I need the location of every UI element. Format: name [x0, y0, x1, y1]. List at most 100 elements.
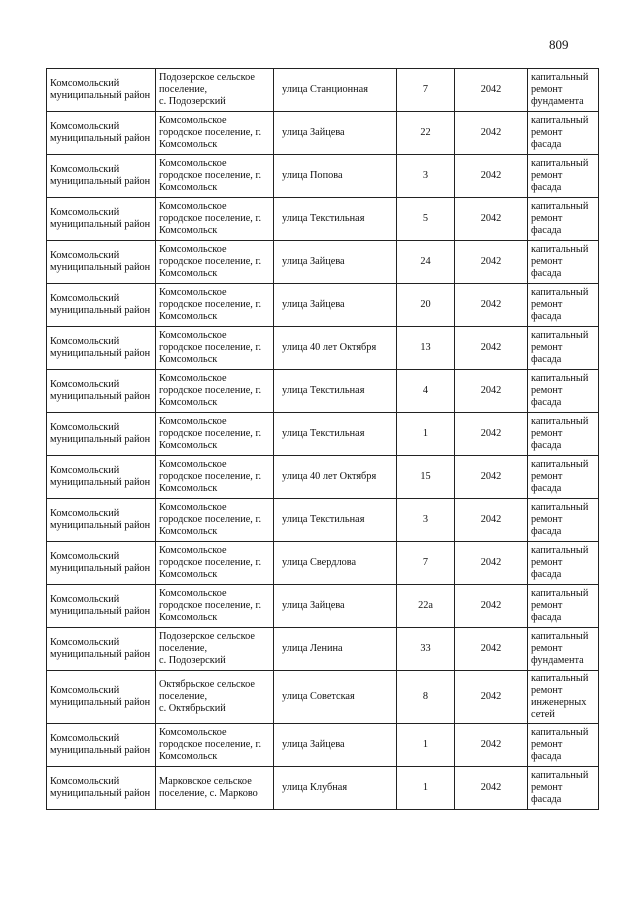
street-cell: улица Зайцева	[273, 283, 397, 327]
district-cell: Комсомольский муниципальный район	[46, 326, 156, 370]
table-row: Комсомольский муниципальный район Комсомо…	[46, 154, 599, 198]
district-cell: Комсомольский муниципальный район	[46, 369, 156, 413]
year-cell: 2042	[454, 326, 528, 370]
house-number-cell: 24	[396, 240, 455, 284]
table-row: Комсомольский муниципальный район Комсомо…	[46, 541, 599, 585]
street-cell: улица Текстильная	[273, 197, 397, 241]
work-type-cell: капитальный ремонт фасада	[527, 111, 599, 155]
house-number-cell: 3	[396, 154, 455, 198]
house-number-cell: 7	[396, 541, 455, 585]
year-cell: 2042	[454, 68, 528, 112]
street-cell: улица Станционная	[273, 68, 397, 112]
work-type-cell: капитальный ремонт фасада	[527, 766, 599, 810]
house-number-cell: 22	[396, 111, 455, 155]
street-cell: улица Зайцева	[273, 584, 397, 628]
street-cell: улица Советская	[273, 670, 397, 724]
settlement-cell: Комсомольское городское поселение, г. Ко…	[155, 498, 274, 542]
year-cell: 2042	[454, 541, 528, 585]
work-type-cell: капитальный ремонт фасада	[527, 584, 599, 628]
settlement-cell: Подозерское сельское поселение, с. Подоз…	[155, 627, 274, 671]
work-type-cell: капитальный ремонт фасада	[527, 412, 599, 456]
year-cell: 2042	[454, 154, 528, 198]
table-row: Комсомольский муниципальный район Подозер…	[46, 68, 599, 112]
house-number-cell: 15	[396, 455, 455, 499]
year-cell: 2042	[454, 412, 528, 456]
street-cell: улица Клубная	[273, 766, 397, 810]
table-row: Комсомольский муниципальный район Комсомо…	[46, 498, 599, 542]
work-type-cell: капитальный ремонт фасада	[527, 197, 599, 241]
house-number-cell: 1	[396, 412, 455, 456]
settlement-cell: Марковское сельское поселение, с. Марков…	[155, 766, 274, 810]
street-cell: улица 40 лет Октября	[273, 455, 397, 499]
table-row: Комсомольский муниципальный район Комсомо…	[46, 455, 599, 499]
year-cell: 2042	[454, 627, 528, 671]
year-cell: 2042	[454, 455, 528, 499]
street-cell: улица Ленина	[273, 627, 397, 671]
settlement-cell: Комсомольское городское поселение, г. Ко…	[155, 326, 274, 370]
year-cell: 2042	[454, 584, 528, 628]
settlement-cell: Октябрьское сельское поселение, с. Октяб…	[155, 670, 274, 724]
table-row: Комсомольский муниципальный район Комсомо…	[46, 197, 599, 241]
district-cell: Комсомольский муниципальный район	[46, 541, 156, 585]
street-cell: улица Свердлова	[273, 541, 397, 585]
work-type-cell: капитальный ремонт фасада	[527, 326, 599, 370]
table-row: Комсомольский муниципальный район Подозер…	[46, 627, 599, 671]
table-row: Комсомольский муниципальный район Марковс…	[46, 766, 599, 810]
work-type-cell: капитальный ремонт фасада	[527, 369, 599, 413]
table-row: Комсомольский муниципальный район Комсомо…	[46, 240, 599, 284]
work-type-cell: капитальный ремонт фундамента	[527, 68, 599, 112]
settlement-cell: Подозерское сельское поселение, с. Подоз…	[155, 68, 274, 112]
house-number-cell: 3	[396, 498, 455, 542]
district-cell: Комсомольский муниципальный район	[46, 154, 156, 198]
year-cell: 2042	[454, 283, 528, 327]
district-cell: Комсомольский муниципальный район	[46, 412, 156, 456]
work-type-cell: капитальный ремонт фасада	[527, 154, 599, 198]
year-cell: 2042	[454, 369, 528, 413]
house-number-cell: 13	[396, 326, 455, 370]
settlement-cell: Комсомольское городское поселение, г. Ко…	[155, 723, 274, 767]
year-cell: 2042	[454, 723, 528, 767]
settlement-cell: Комсомольское городское поселение, г. Ко…	[155, 584, 274, 628]
year-cell: 2042	[454, 197, 528, 241]
table-row: Комсомольский муниципальный район Комсомо…	[46, 584, 599, 628]
district-cell: Комсомольский муниципальный район	[46, 766, 156, 810]
work-type-cell: капитальный ремонт фасада	[527, 498, 599, 542]
district-cell: Комсомольский муниципальный район	[46, 670, 156, 724]
settlement-cell: Комсомольское городское поселение, г. Ко…	[155, 455, 274, 499]
settlement-cell: Комсомольское городское поселение, г. Ко…	[155, 197, 274, 241]
street-cell: улица Текстильная	[273, 412, 397, 456]
house-number-cell: 5	[396, 197, 455, 241]
house-number-cell: 7	[396, 68, 455, 112]
year-cell: 2042	[454, 111, 528, 155]
year-cell: 2042	[454, 240, 528, 284]
work-type-cell: капитальный ремонт фасада	[527, 283, 599, 327]
year-cell: 2042	[454, 498, 528, 542]
year-cell: 2042	[454, 670, 528, 724]
district-cell: Комсомольский муниципальный район	[46, 240, 156, 284]
district-cell: Комсомольский муниципальный район	[46, 283, 156, 327]
settlement-cell: Комсомольское городское поселение, г. Ко…	[155, 541, 274, 585]
district-cell: Комсомольский муниципальный район	[46, 627, 156, 671]
house-number-cell: 1	[396, 766, 455, 810]
settlement-cell: Комсомольское городское поселение, г. Ко…	[155, 369, 274, 413]
house-number-cell: 33	[396, 627, 455, 671]
house-number-cell: 8	[396, 670, 455, 724]
table-row: Комсомольский муниципальный район Комсомо…	[46, 369, 599, 413]
district-cell: Комсомольский муниципальный район	[46, 584, 156, 628]
work-type-cell: капитальный ремонт инженерных сетей	[527, 670, 599, 724]
settlement-cell: Комсомольское городское поселение, г. Ко…	[155, 154, 274, 198]
street-cell: улица 40 лет Октября	[273, 326, 397, 370]
settlement-cell: Комсомольское городское поселение, г. Ко…	[155, 412, 274, 456]
district-cell: Комсомольский муниципальный район	[46, 68, 156, 112]
district-cell: Комсомольский муниципальный район	[46, 455, 156, 499]
street-cell: улица Попова	[273, 154, 397, 198]
district-cell: Комсомольский муниципальный район	[46, 498, 156, 542]
table-row: Комсомольский муниципальный район Комсомо…	[46, 723, 599, 767]
repair-schedule-table: Комсомольский муниципальный район Подозер…	[46, 68, 599, 810]
house-number-cell: 20	[396, 283, 455, 327]
work-type-cell: капитальный ремонт фасада	[527, 240, 599, 284]
settlement-cell: Комсомольское городское поселение, г. Ко…	[155, 111, 274, 155]
street-cell: улица Текстильная	[273, 369, 397, 413]
table-row: Комсомольский муниципальный район Комсомо…	[46, 283, 599, 327]
